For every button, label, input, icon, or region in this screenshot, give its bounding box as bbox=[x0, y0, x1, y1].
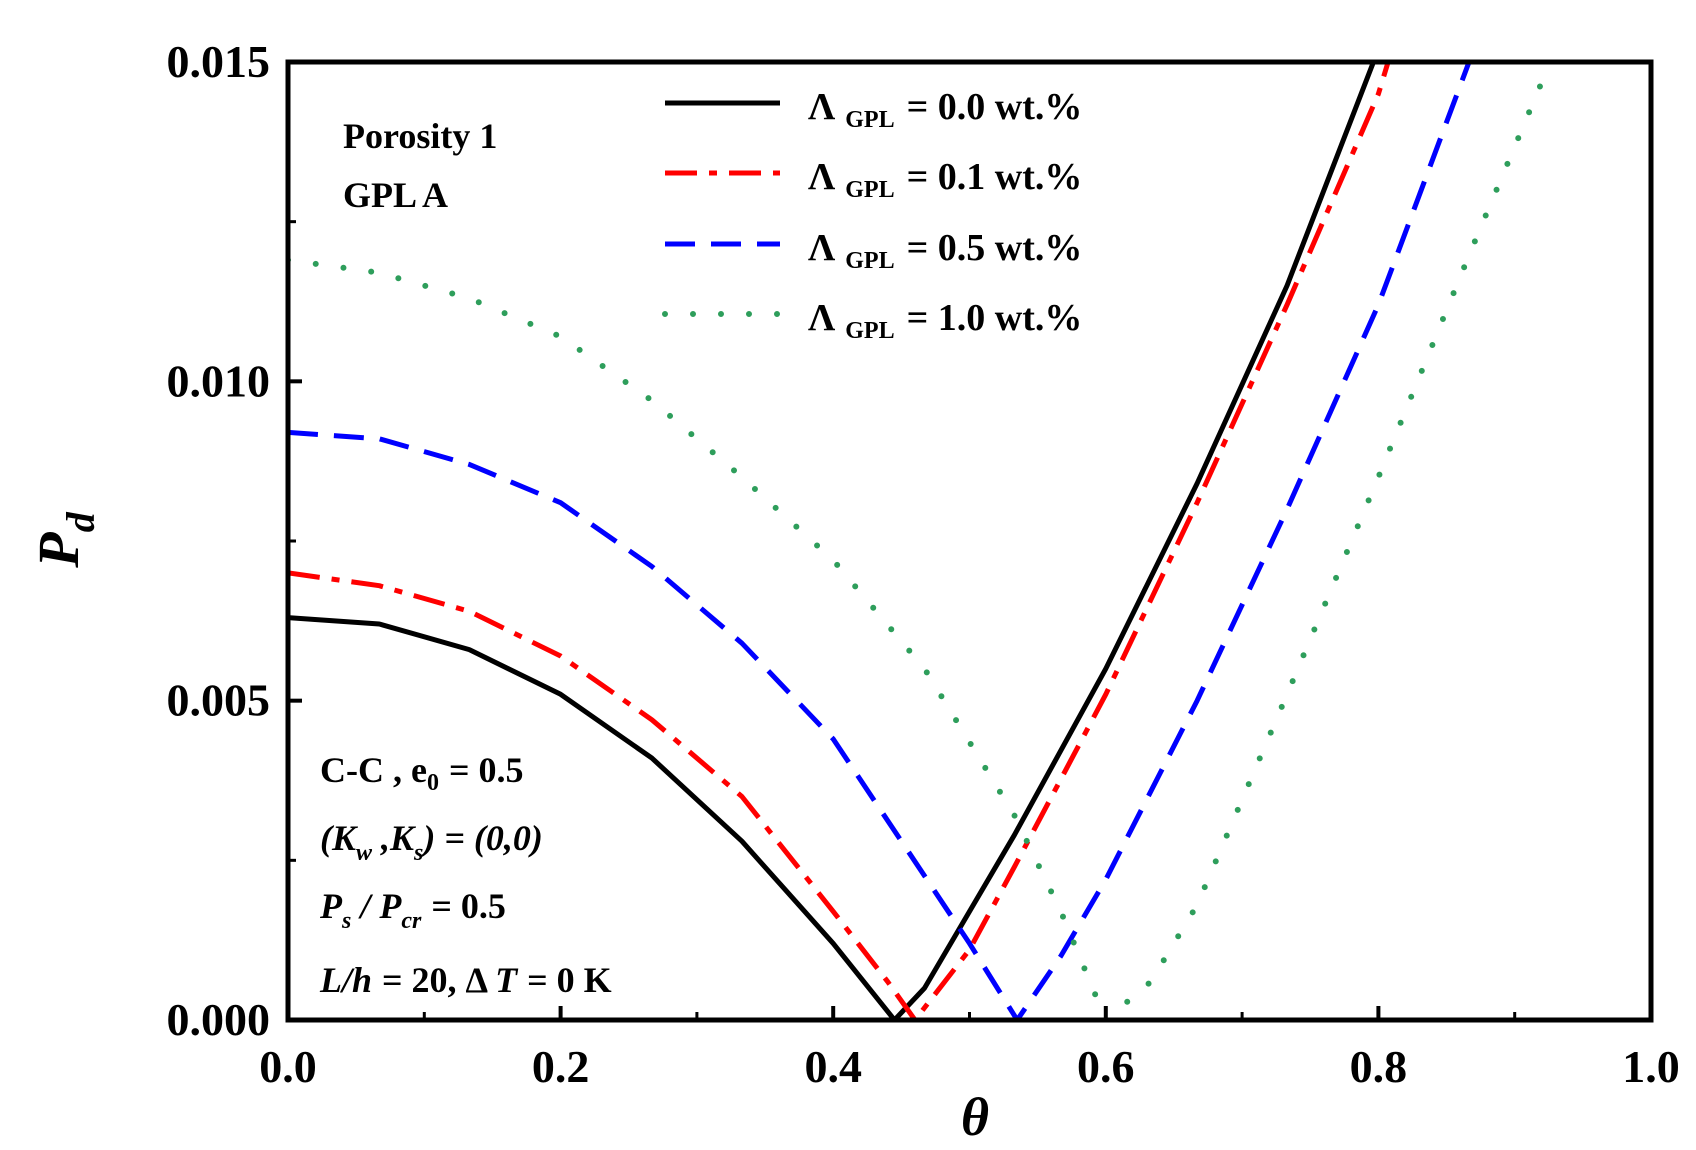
y-tick-label: 0.015 bbox=[167, 36, 271, 87]
y-tick-label: 0.005 bbox=[167, 675, 271, 726]
x-tick-label: 0.6 bbox=[1077, 1041, 1135, 1092]
x-tick-label: 0.8 bbox=[1350, 1041, 1408, 1092]
x-tick-label: 0.2 bbox=[532, 1041, 590, 1092]
y-axis-title-main: P bbox=[26, 532, 91, 569]
x-tick-label: 0.0 bbox=[259, 1041, 317, 1092]
x-tick-label: 1.0 bbox=[1622, 1041, 1680, 1092]
svg-text:Pd: Pd bbox=[26, 511, 103, 568]
legend-label-2: Λ GPL = 0.5 wt.% bbox=[808, 227, 1082, 274]
y-axis-title-sub: d bbox=[58, 511, 103, 532]
ticks-layer: 0.0 0.2 0.4 0.6 0.8 1.0 0.000 0.005 0.010 0.015 bbox=[167, 36, 1680, 1092]
y-axis-title: Pd bbox=[26, 511, 103, 568]
legend-label-0: Λ GPL = 0.0 wt.% bbox=[808, 86, 1082, 133]
annotation-foundation: (Kw ,Ks) = (0,0) bbox=[320, 818, 543, 866]
x-axis-title: θ bbox=[961, 1087, 989, 1147]
legend: Λ GPL = 0.0 wt.% Λ GPL = 0.1 wt.% Λ GPL = 0.5 … bbox=[662, 86, 1082, 344]
annotation-gpl: GPL A bbox=[343, 175, 448, 215]
series-line-2 bbox=[288, 62, 1472, 1020]
legend-label-3: Λ GPL = 1.0 wt.% bbox=[808, 297, 1082, 344]
series-line-3 bbox=[288, 62, 1554, 1020]
annotation-porosity: Porosity 1 bbox=[343, 116, 497, 156]
annotation-geometry: L/h = 20, Δ T = 0 K bbox=[319, 960, 612, 1000]
legend-label-1: Λ GPL = 0.1 wt.% bbox=[808, 156, 1082, 203]
annotation-boundary: C-C , e0 = 0.5 bbox=[320, 750, 523, 796]
series-line-1 bbox=[288, 62, 1391, 1020]
x-tick-label: 0.4 bbox=[804, 1041, 862, 1092]
annotation-load-ratio: Ps / Pcr = 0.5 bbox=[319, 886, 506, 934]
y-tick-label: 0.000 bbox=[167, 994, 271, 1045]
plot-frame bbox=[285, 59, 1654, 1023]
y-tick-label: 0.010 bbox=[167, 355, 271, 406]
series-line-0 bbox=[288, 62, 1377, 1020]
series-layer bbox=[288, 62, 1554, 1020]
